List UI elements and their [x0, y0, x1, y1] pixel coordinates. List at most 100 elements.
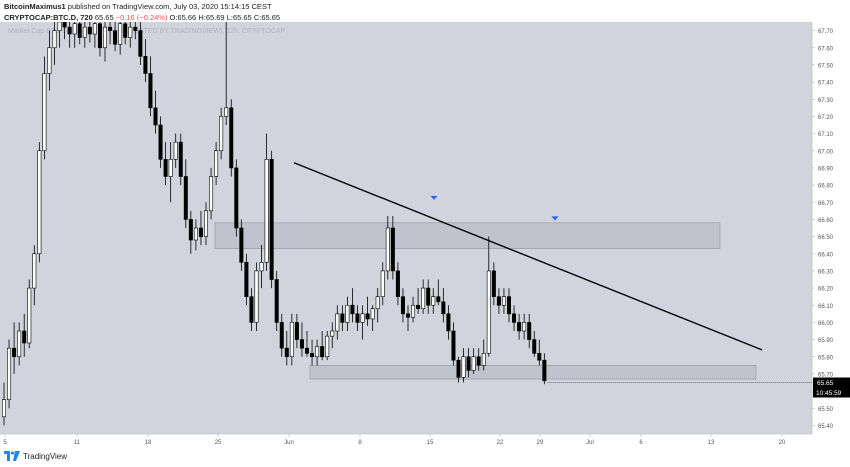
- candle: [517, 322, 522, 332]
- candle: [27, 287, 32, 344]
- last-price: 65.65: [94, 13, 114, 22]
- candle: [1, 399, 7, 418]
- x-tick-label: 29: [537, 440, 544, 446]
- candle: [123, 23, 128, 38]
- tradingview-logo-icon: [4, 451, 20, 461]
- author-name[interactable]: BitcoinMaximus1: [4, 2, 66, 11]
- candle: [461, 356, 466, 378]
- x-tick-label: 11: [74, 440, 81, 446]
- candle: [249, 296, 254, 323]
- candle: [82, 26, 87, 38]
- candle: [395, 270, 400, 297]
- candle: [456, 359, 461, 378]
- candle: [491, 270, 496, 297]
- candle: [340, 313, 345, 323]
- x-tick-label: 22: [497, 440, 504, 446]
- candle: [188, 219, 193, 241]
- candle: [42, 73, 47, 152]
- candle: [496, 296, 501, 306]
- candle: [17, 330, 22, 358]
- candle: [400, 296, 405, 315]
- y-tick-label: 67.40: [818, 81, 834, 87]
- publish-info: published on TradingView.com, July 03, 2…: [67, 2, 272, 11]
- candle: [431, 296, 436, 306]
- candle: [335, 313, 340, 332]
- candle: [209, 176, 214, 212]
- candle: [370, 308, 375, 320]
- candle: [108, 26, 113, 31]
- candle: [57, 22, 62, 31]
- candle: [72, 23, 77, 35]
- candle: [512, 313, 517, 323]
- candle: [506, 296, 511, 315]
- candle: [214, 150, 219, 177]
- candle: [7, 347, 12, 400]
- candle: [148, 73, 153, 109]
- y-tick-label: 65.80: [818, 355, 834, 361]
- candle: [325, 335, 330, 358]
- candle: [411, 304, 416, 318]
- symbol-line: CRYPTOCAP:BTC.D, 720 65.65 −0.16 (−0.24%…: [4, 13, 280, 22]
- chart-watermark: Market Cap BTC Dominance, % (CALCULATED …: [8, 28, 285, 35]
- ohlc-high: H:65.69: [198, 13, 225, 22]
- price-change: −0.16 (−0.24%): [115, 13, 168, 22]
- y-tick-label: 66.90: [818, 166, 834, 172]
- candle: [330, 330, 335, 337]
- candle: [259, 262, 264, 272]
- candle: [436, 296, 441, 303]
- candle: [173, 141, 178, 160]
- candle: [451, 330, 456, 361]
- candle: [77, 23, 82, 38]
- candle: [284, 347, 289, 358]
- candle: [113, 30, 118, 45]
- candle: [426, 287, 431, 306]
- candle: [274, 279, 279, 323]
- candle: [133, 26, 138, 31]
- candle: [527, 322, 532, 340]
- candle: [345, 304, 350, 323]
- x-tick-label: Jul: [586, 440, 594, 446]
- y-tick-label: 66.50: [818, 235, 834, 241]
- candle: [471, 356, 476, 371]
- y-tick-label: 65.90: [818, 338, 834, 344]
- x-tick-label: 18: [145, 440, 152, 446]
- candle: [103, 26, 108, 49]
- candle: [47, 47, 52, 74]
- candle: [315, 346, 320, 358]
- footer: TradingView: [4, 451, 67, 461]
- candle: [537, 353, 542, 361]
- y-tick-label: 65.40: [818, 424, 834, 430]
- candle: [37, 150, 42, 255]
- timer-label-box: [813, 387, 850, 398]
- candle: [52, 30, 57, 49]
- candle: [320, 346, 325, 358]
- x-tick-label: 6: [639, 440, 643, 446]
- price-label-box: [813, 377, 850, 388]
- candle: [380, 270, 385, 297]
- candle: [67, 26, 72, 35]
- price-chart[interactable]: Market Cap BTC Dominance, % (CALCULATED …: [0, 22, 850, 450]
- candle: [254, 270, 259, 323]
- candle: [476, 356, 481, 366]
- x-tick-label: 25: [215, 440, 222, 446]
- support-zone: [309, 365, 757, 380]
- x-tick-label: 13: [708, 440, 715, 446]
- candle: [416, 304, 421, 309]
- candle: [365, 313, 370, 320]
- candle: [375, 296, 380, 309]
- candle: [12, 347, 17, 358]
- symbol-name: CRYPTOCAP:BTC.D, 720: [4, 13, 93, 22]
- candle: [219, 116, 224, 152]
- y-tick-label: 67.50: [818, 63, 834, 69]
- y-tick-label: 66.00: [818, 321, 834, 327]
- candle: [163, 159, 168, 177]
- y-tick-label: 67.30: [818, 98, 834, 104]
- y-tick-label: 66.20: [818, 287, 834, 293]
- candle: [441, 301, 446, 315]
- candle: [522, 322, 527, 332]
- footer-brand[interactable]: TradingView: [23, 451, 68, 461]
- candle: [239, 227, 244, 263]
- candle: [32, 253, 37, 289]
- candle: [360, 313, 365, 323]
- candle: [481, 353, 486, 366]
